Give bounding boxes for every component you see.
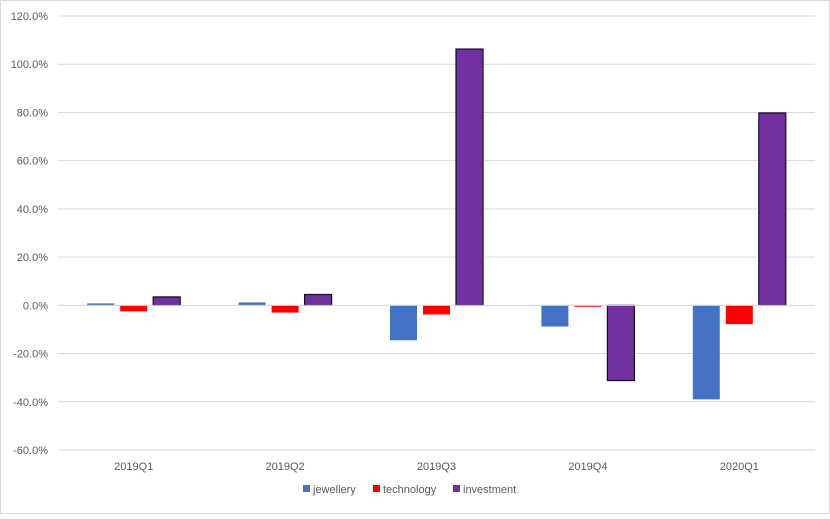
x-category-label: 2020Q1 <box>720 461 759 473</box>
x-category-label: 2019Q2 <box>266 461 305 473</box>
y-tick-label: 80.0% <box>17 107 48 119</box>
bar-investment-2020Q1 <box>758 112 787 306</box>
y-tick-label: -60.0% <box>13 445 48 457</box>
y-tick-label: 100.0% <box>11 59 49 71</box>
y-tick-label: 0.0% <box>23 300 48 312</box>
y-tick-label: 40.0% <box>17 204 48 216</box>
legend-swatch-jewellery <box>303 485 310 492</box>
bar-technology-2020Q1 <box>725 305 753 325</box>
bar-jewellery-2019Q4 <box>541 305 569 327</box>
legend-swatch-investment <box>453 485 460 492</box>
y-tick-label: -40.0% <box>13 397 48 409</box>
legend-swatch-technology <box>373 485 380 492</box>
bar-jewellery-2020Q1 <box>692 305 720 400</box>
x-category-label: 2019Q4 <box>568 461 607 473</box>
y-axis-ticks: 120.0% 100.0% 80.0% 60.0% 40.0% 20.0% 0.0% -20.… <box>11 11 49 457</box>
bar-investment-2019Q1 <box>152 296 181 306</box>
bars <box>87 48 787 400</box>
bar-investment-2019Q4 <box>606 304 636 382</box>
bar-jewellery-2019Q2 <box>238 302 266 306</box>
bar-investment-2019Q2 <box>304 293 333 306</box>
bar-jewellery-2019Q3 <box>390 305 417 341</box>
legend-label-investment: investment <box>463 484 516 496</box>
legend-label-jewellery: jewellery <box>312 484 356 496</box>
bar-jewellery-2019Q1 <box>87 303 115 306</box>
y-tick-label: 20.0% <box>17 252 48 264</box>
bar-technology-2019Q4 <box>574 305 602 307</box>
y-tick-label: -20.0% <box>13 349 48 361</box>
bar-investment-2019Q3 <box>455 48 484 306</box>
bar-technology-2019Q1 <box>120 305 148 312</box>
legend-label-technology: technology <box>383 484 437 496</box>
y-tick-label: 120.0% <box>11 11 49 23</box>
y-tick-label: 60.0% <box>17 156 48 168</box>
bar-technology-2019Q3 <box>423 305 450 315</box>
bar-technology-2019Q2 <box>271 305 299 313</box>
x-category-label: 2019Q3 <box>417 461 456 473</box>
x-axis-categories: 2019Q1 2019Q2 2019Q3 2019Q4 2020Q1 <box>114 461 759 473</box>
legend: jewellery technology investment <box>303 484 516 496</box>
x-category-label: 2019Q1 <box>114 461 153 473</box>
